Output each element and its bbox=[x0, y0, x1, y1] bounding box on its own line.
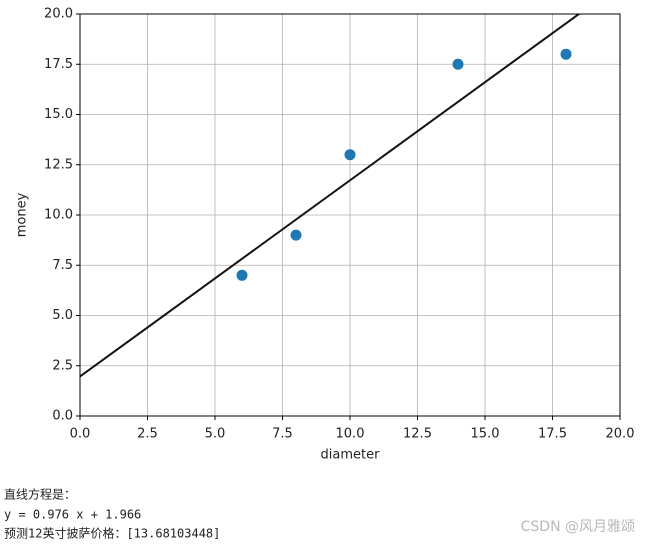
y-axis-label: money bbox=[15, 192, 30, 237]
x-tick-label: 0.0 bbox=[70, 427, 91, 442]
y-tick-label: 10.0 bbox=[44, 208, 73, 223]
x-tick-label: 15.0 bbox=[471, 427, 500, 442]
point bbox=[344, 149, 356, 161]
y-tick-label: 20.0 bbox=[44, 7, 73, 22]
y-tick-label: 0.0 bbox=[52, 409, 73, 424]
x-tick-label: 10.0 bbox=[336, 427, 365, 442]
x-tick-label: 5.0 bbox=[205, 427, 226, 442]
point bbox=[560, 48, 572, 60]
x-tick-label: 2.5 bbox=[137, 427, 158, 442]
y-tick-label: 17.5 bbox=[44, 57, 73, 72]
x-tick-label: 20.0 bbox=[606, 427, 635, 442]
y-tick-label: 7.5 bbox=[52, 258, 73, 273]
y-tick-label: 5.0 bbox=[52, 308, 73, 323]
output-line: 直线方程是： bbox=[4, 487, 76, 502]
x-tick-label: 12.5 bbox=[403, 427, 432, 442]
x-tick-label: 17.5 bbox=[538, 427, 567, 442]
point bbox=[452, 58, 464, 70]
output-line: 预测12英寸披萨价格：[13.68103448] bbox=[4, 526, 220, 541]
x-tick-label: 7.5 bbox=[272, 427, 293, 442]
watermark: CSDN @风月雅颂 bbox=[521, 519, 635, 535]
output-line: y = 0.976 x + 1.966 bbox=[4, 508, 141, 522]
x-axis-label: diameter bbox=[321, 448, 381, 463]
y-tick-label: 12.5 bbox=[44, 157, 73, 172]
point bbox=[290, 229, 302, 241]
y-tick-label: 15.0 bbox=[44, 107, 73, 122]
fit-line bbox=[80, 14, 581, 378]
y-tick-label: 2.5 bbox=[52, 358, 73, 373]
point bbox=[236, 269, 248, 281]
plot-frame bbox=[79, 13, 621, 417]
